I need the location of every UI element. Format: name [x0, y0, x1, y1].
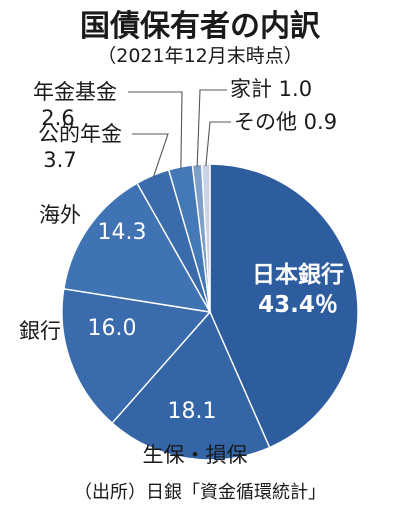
pie-slice-1 [111, 310, 271, 461]
slice-value-0: 43.4％ [258, 292, 338, 318]
pie-slices [61, 163, 359, 461]
slice-name-5: 年金基金 [33, 80, 117, 104]
leader-7 [205, 121, 231, 167]
slice-value-2: 16.0 [88, 316, 137, 341]
slice-value-4: 3.7 [43, 148, 76, 172]
slice-value-5: 2.6 [41, 106, 74, 130]
slice-name-2: 銀行 [19, 319, 61, 343]
pie-slice-2 [61, 288, 212, 425]
slice-value-1: 18.1 [168, 399, 217, 424]
pie-slice-3 [63, 182, 212, 313]
chart-title: 国債保有者の内訳 [80, 9, 321, 44]
slice-value-3: 14.3 [98, 220, 147, 245]
source-note: （出所）日銀「資金循環統計」 [74, 482, 326, 503]
leader-6 [196, 89, 227, 167]
slice-name-1: 生保・損保 [143, 443, 248, 467]
slice-name-4: 公的年金 [38, 122, 122, 146]
slice-label-6: 家計 1.0 [230, 77, 312, 101]
chart-subtitle: （2021年12月末時点） [97, 45, 303, 67]
leader-lines [128, 89, 231, 178]
leader-5 [128, 91, 183, 169]
slice-name-0: 日本銀行 [252, 261, 344, 288]
leader-4 [132, 133, 169, 178]
slice-name-3: 海外 [39, 203, 81, 227]
slice-label-7: その他 0.9 [234, 110, 337, 134]
pie-slice-0 [209, 163, 359, 449]
